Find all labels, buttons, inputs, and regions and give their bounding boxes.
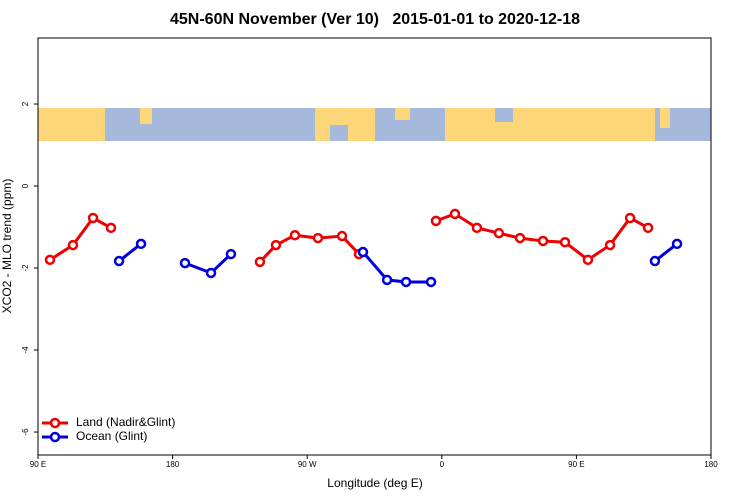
map-ocean <box>165 108 315 141</box>
map-ocean <box>330 125 348 141</box>
legend-label: Ocean (Glint) <box>76 429 147 443</box>
point <box>289 229 301 241</box>
series-line <box>49 212 649 263</box>
map-land <box>395 108 410 120</box>
point <box>430 215 442 227</box>
x-tick-label: 90 E <box>30 460 46 469</box>
point <box>225 248 237 260</box>
point <box>649 255 661 267</box>
map-ocean <box>105 108 165 141</box>
point <box>135 238 147 250</box>
point <box>425 276 437 288</box>
x-tick-label: 180 <box>166 460 180 469</box>
x-tick-label: 90 E <box>568 460 584 469</box>
y-axis-label: XCO2 - MLO trend (ppm) <box>0 179 14 314</box>
point <box>400 276 412 288</box>
map-land <box>140 108 152 124</box>
point <box>624 212 636 224</box>
point <box>642 222 654 234</box>
map-band <box>38 108 711 141</box>
point <box>87 212 99 224</box>
x-tick-label: 180 <box>704 460 718 469</box>
point <box>514 232 526 244</box>
legend-label: Land (Nadir&Glint) <box>76 415 175 429</box>
point <box>67 239 79 251</box>
point <box>582 254 594 266</box>
point <box>44 254 56 266</box>
point <box>449 208 461 220</box>
y-tick-label: 0 <box>21 183 30 188</box>
plot-frame <box>37 37 712 456</box>
y-tick-label: 2 <box>21 101 30 106</box>
point <box>471 222 483 234</box>
point <box>357 246 369 258</box>
point <box>559 236 571 248</box>
point <box>205 267 217 279</box>
point <box>179 257 191 269</box>
legend-marker <box>49 431 61 443</box>
y-tick-label: -6 <box>21 428 30 436</box>
point <box>270 239 282 251</box>
point <box>254 256 266 268</box>
legend-marker <box>49 417 61 429</box>
x-axis-label: Longitude (deg E) <box>327 476 422 490</box>
map-land <box>660 108 670 128</box>
y-tick-label: -2 <box>21 264 30 272</box>
point <box>671 238 683 250</box>
point <box>105 222 117 234</box>
point <box>604 239 616 251</box>
point <box>113 255 125 267</box>
map-ocean <box>495 108 513 122</box>
x-tick-label: 90 W <box>298 460 317 469</box>
point <box>493 227 505 239</box>
point <box>312 232 324 244</box>
point <box>336 230 348 242</box>
point <box>537 235 549 247</box>
y-tick-label: -4 <box>21 346 30 354</box>
x-tick-label: 0 <box>440 460 445 469</box>
chart-title: 45N-60N November (Ver 10) 2015-01-01 to … <box>170 11 580 28</box>
series-line <box>118 242 678 284</box>
point <box>381 274 393 286</box>
